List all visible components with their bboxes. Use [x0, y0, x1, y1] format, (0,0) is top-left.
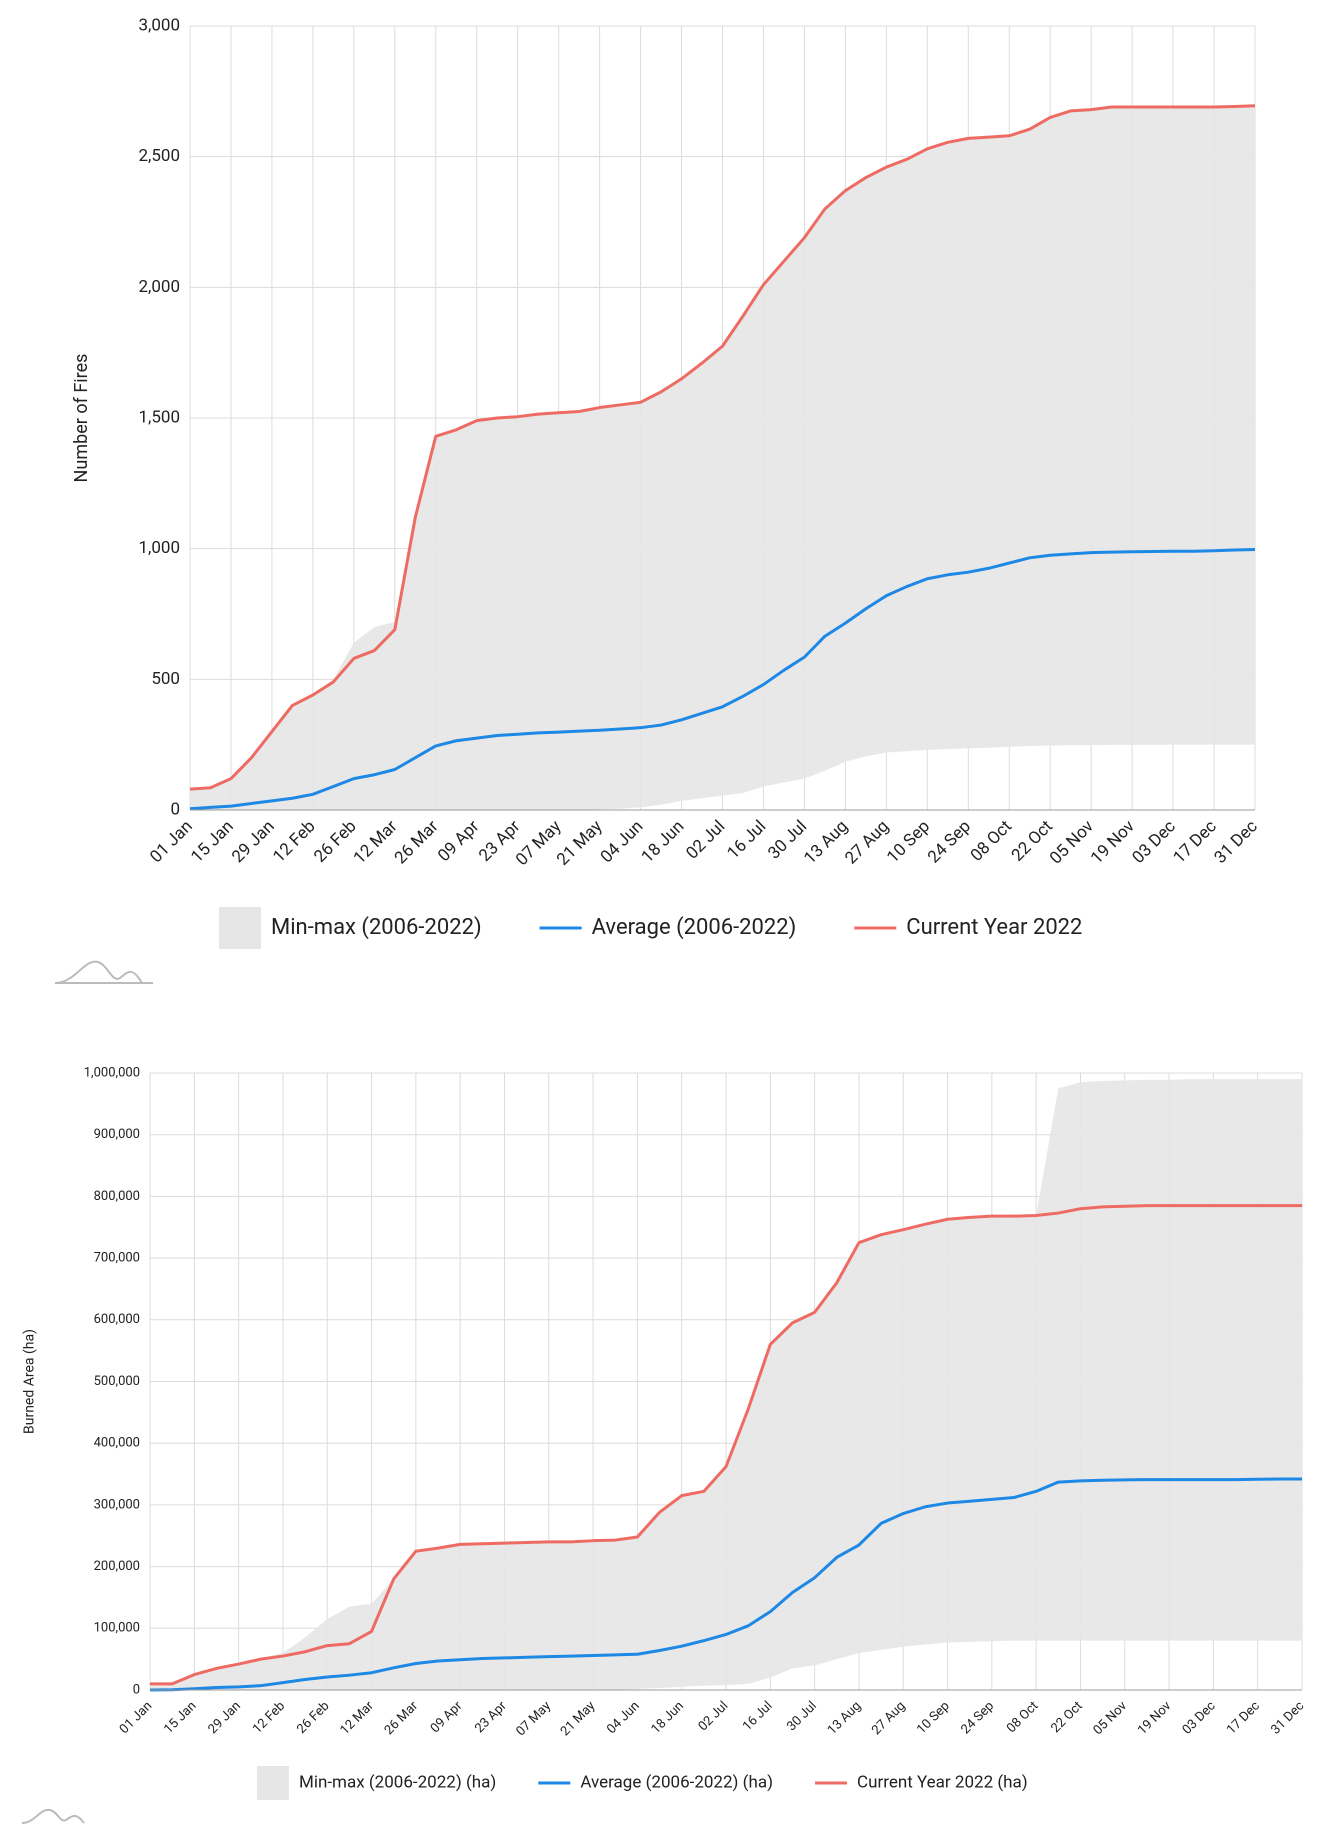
y-tick-label: 500 [151, 669, 180, 689]
y-tick-label: 1,500 [138, 407, 180, 427]
legend-label: Average (2006-2022) [592, 915, 797, 940]
y-tick-label: 0 [170, 799, 180, 819]
y-tick-label: 1,000 [138, 538, 180, 558]
series-line [150, 1204, 1302, 1686]
logo [21, 1808, 85, 1824]
x-tick-label: 27 Aug [869, 1699, 908, 1738]
min-max-band [190, 105, 1255, 810]
legend-label: Current Year 2022 (ha) [857, 1772, 1028, 1792]
x-tick-label: 31 Dec [1268, 1699, 1307, 1738]
y-tick-label: 3,000 [138, 15, 180, 35]
logo [54, 960, 153, 984]
x-tick-label: 01 Jan [117, 1699, 155, 1737]
x-tick-label: 02 Jul [696, 1699, 732, 1735]
x-tick-label: 21 May [558, 1699, 599, 1740]
x-tick-label: 08 Oct [1004, 1699, 1041, 1736]
legend-label: Min-max (2006-2022) [271, 915, 482, 940]
x-tick-label: 29 Jan [228, 817, 278, 867]
y-tick-label: 100,000 [94, 1621, 140, 1636]
y-axis-title: Number of Fires [71, 354, 92, 483]
x-tick-label: 30 Jul [784, 1699, 820, 1735]
legend-label: Average (2006-2022) (ha) [580, 1772, 773, 1792]
y-tick-label: 700,000 [94, 1251, 140, 1266]
x-tick-label: 23 Apr [472, 1698, 510, 1736]
x-tick-label: 18 Jun [638, 817, 689, 868]
x-tick-label: 02 Jul [682, 817, 729, 864]
y-tick-label: 200,000 [94, 1559, 140, 1574]
y-tick-label: 300,000 [94, 1497, 140, 1512]
x-tick-label: 04 Jun [604, 1699, 642, 1737]
x-tick-label: 26 Feb [294, 1699, 332, 1737]
x-tick-label: 17 Dec [1224, 1699, 1263, 1738]
y-tick-label: 0 [133, 1682, 140, 1697]
x-tick-label: 13 Aug [825, 1699, 864, 1738]
x-tick-label: 19 Nov [1087, 817, 1139, 869]
x-tick-label: 12 Feb [250, 1699, 288, 1737]
y-tick-label: 900,000 [94, 1127, 140, 1142]
x-tick-label: 13 Aug [800, 817, 852, 869]
x-tick-label: 12 Mar [337, 1698, 377, 1738]
x-tick-label: 31 Dec [1211, 817, 1262, 868]
x-tick-label: 01 Jan [146, 817, 196, 867]
x-tick-label: 09 Apr [434, 816, 483, 865]
y-tick-label: 800,000 [94, 1189, 140, 1204]
x-tick-label: 26 Feb [310, 817, 360, 867]
legend-label: Min-max (2006-2022) (ha) [299, 1772, 496, 1792]
min-max-band [150, 1079, 1302, 1690]
x-tick-label: 08 Oct [967, 817, 1016, 866]
legend-label: Current Year 2022 [906, 915, 1082, 940]
y-tick-label: 500,000 [94, 1374, 140, 1389]
x-tick-label: 05 Nov [1046, 817, 1098, 869]
x-tick-label: 15 Jan [187, 817, 237, 867]
x-tick-label: 03 Dec [1180, 1699, 1219, 1738]
x-tick-label: 16 Jul [723, 817, 770, 864]
x-tick-label: 24 Sep [958, 1699, 997, 1738]
x-tick-label: 19 Nov [1135, 1698, 1175, 1738]
x-tick-label: 29 Jan [206, 1699, 244, 1737]
x-tick-label: 04 Jun [597, 817, 648, 868]
x-tick-label: 26 Mar [382, 1698, 422, 1738]
series-line [189, 104, 1256, 791]
y-axis-title: Burned Area (ha) [22, 1329, 38, 1434]
x-tick-label: 27 Aug [841, 817, 893, 869]
x-tick-label: 22 Oct [1048, 1699, 1085, 1736]
legend-swatch [219, 907, 261, 949]
x-tick-label: 24 Sep [924, 817, 975, 868]
series-line [189, 547, 1256, 811]
x-tick-label: 15 Jan [161, 1699, 199, 1737]
x-tick-label: 17 Dec [1170, 817, 1221, 868]
legend-swatch [257, 1766, 289, 1800]
x-tick-label: 10 Sep [883, 817, 934, 868]
x-tick-label: 05 Nov [1091, 1698, 1131, 1738]
y-tick-label: 600,000 [94, 1312, 140, 1327]
y-tick-label: 2,500 [138, 146, 180, 166]
x-tick-label: 12 Mar [350, 816, 402, 868]
x-tick-label: 07 May [512, 817, 565, 870]
x-tick-label: 07 May [513, 1699, 554, 1740]
y-tick-label: 1,000,000 [84, 1065, 140, 1080]
y-tick-label: 400,000 [94, 1436, 140, 1451]
x-tick-label: 10 Sep [914, 1699, 953, 1738]
x-tick-label: 18 Jun [649, 1699, 687, 1737]
x-tick-label: 03 Dec [1129, 817, 1180, 868]
x-tick-label: 12 Feb [269, 817, 319, 867]
y-tick-label: 2,000 [138, 277, 180, 297]
x-tick-label: 21 May [553, 817, 606, 870]
series-line [149, 1477, 1302, 1692]
x-tick-label: 16 Jul [740, 1699, 776, 1735]
x-tick-label: 09 Apr [428, 1698, 466, 1736]
x-tick-label: 26 Mar [391, 816, 443, 868]
